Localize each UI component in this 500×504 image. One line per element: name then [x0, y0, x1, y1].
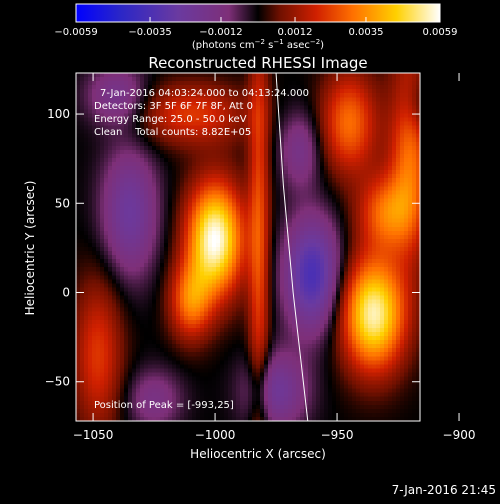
limb-line — [275, 72, 309, 422]
annotation-time-range: 7-Jan-2016 04:03:24.000 to 04:13:24.000 — [100, 88, 309, 99]
x-tick-label-2: −950 — [321, 428, 354, 442]
y-axis-label: Heliocentric Y (arcsec) — [23, 181, 37, 316]
x-tick-label-1: −1000 — [195, 428, 236, 442]
footer-timestamp: 7-Jan-2016 21:45 — [392, 483, 496, 497]
heatmap — [76, 73, 420, 421]
plot-frame — [75, 72, 421, 422]
colorbar-tick-label-0: −0.0059 — [54, 27, 97, 38]
annotation-detectors: Detectors: 3F 5F 6F 7F 8F, Att 0 — [94, 101, 253, 112]
heatmap-image — [76, 73, 420, 421]
x-axis-label: Heliocentric X (arcsec) — [190, 447, 326, 461]
colorbar-unit-label: (photons cm−2 s−1 asec−2) — [192, 38, 324, 51]
x-tick-label-3: −900 — [443, 428, 476, 442]
colorbar-tick-label-4: 0.0035 — [348, 27, 383, 38]
x-tick-label-0: −1050 — [73, 428, 114, 442]
colorbar-tick-label-5: 0.0059 — [423, 27, 458, 38]
peak-position-label: Position of Peak = [-993,25] — [94, 400, 234, 411]
y-tick-label-2: 50 — [55, 196, 70, 210]
annotation-block: 7-Jan-2016 04:03:24.000 to 04:13:24.000 … — [94, 88, 309, 138]
colorbar-gradient — [75, 3, 441, 23]
colorbar-tick-label-1: −0.0035 — [128, 27, 171, 38]
y-tick-label-1: 0 — [62, 286, 70, 300]
annotation-energy-range: Energy Range: 25.0 - 50.0 keV — [94, 114, 247, 125]
plot-title: Reconstructed RHESSI Image — [148, 54, 367, 72]
annotation-clean-counts: Clean Total counts: 8.82E+05 — [94, 127, 251, 138]
axis-ticks: −1050 −1000 −950 −900 −50 0 50 100 — [45, 73, 476, 442]
y-tick-label-3: 100 — [47, 107, 70, 121]
colorbar-tick-label-3: 0.0012 — [278, 27, 313, 38]
colorbar: −0.0059 −0.0035 −0.0012 0.0012 0.0035 0.0059 … — [54, 3, 458, 51]
colorbar-tick-label-2: −0.0012 — [199, 27, 242, 38]
y-tick-label-0: −50 — [45, 375, 70, 389]
